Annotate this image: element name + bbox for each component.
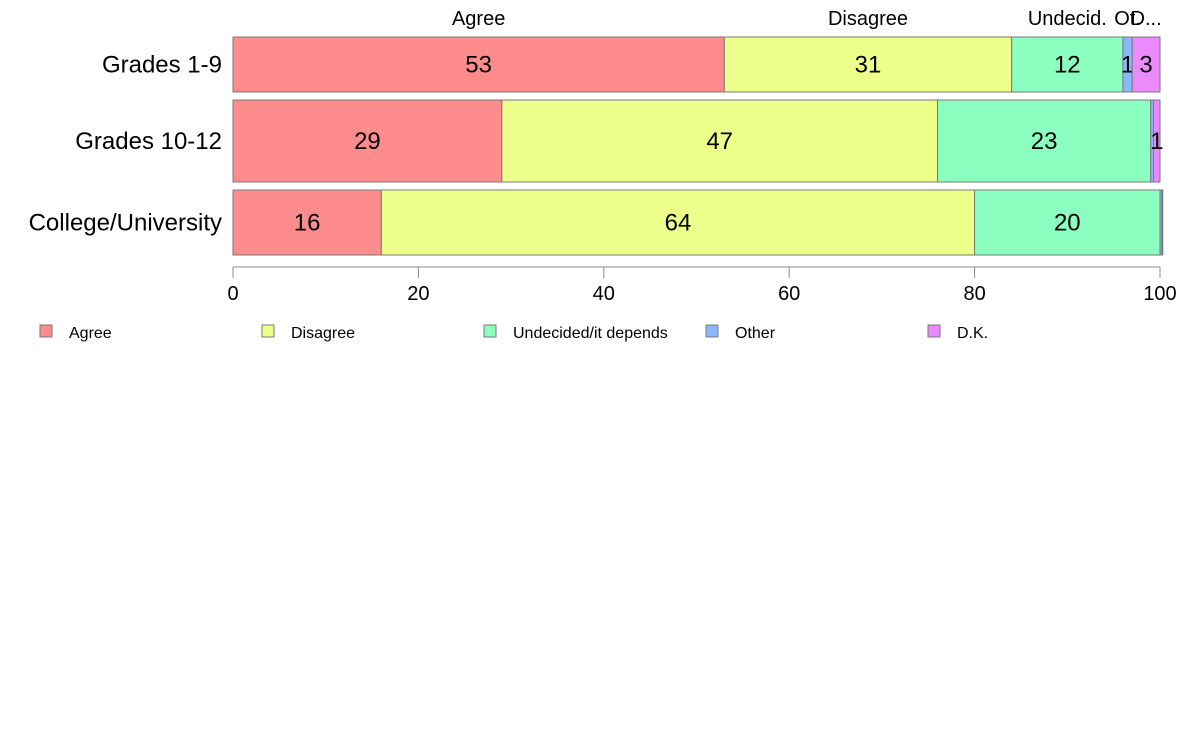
bar-grades-1-9-disagree xyxy=(723,36,1013,93)
data-label-grades-1-9-agree: 53 xyxy=(465,52,492,79)
bar-grades-1-9-d-k xyxy=(1131,36,1161,93)
legend-swatch-disagree xyxy=(261,324,275,338)
top-label-agree: Agree xyxy=(452,8,505,30)
bar-college-university-d-k xyxy=(1161,189,1164,256)
category-label-grades-1-9: Grades 1-9 xyxy=(102,52,222,79)
data-label-grades-10-12-undecided-it-depends: 23 xyxy=(1031,128,1058,155)
data-label-grades-1-9-other: 1 xyxy=(1121,52,1134,79)
bar-grades-10-12-undecided-it-depends xyxy=(937,99,1152,183)
bar-college-university-agree xyxy=(232,189,382,256)
category-label-grades-10-12: Grades 10-12 xyxy=(75,128,222,155)
data-label-grades-1-9-d-k: 3 xyxy=(1139,52,1152,79)
data-label-grades-1-9-undecided-it-depends: 12 xyxy=(1054,52,1081,79)
legend-swatch-agree xyxy=(39,324,53,338)
x-tick-label-80: 80 xyxy=(963,283,985,305)
legend-label-disagree: Disagree xyxy=(291,325,355,342)
legend-label-undecided-it-depends: Undecided/it depends xyxy=(513,325,668,342)
bar-grades-1-9-agree xyxy=(232,36,725,93)
bar-grades-10-12-d-k xyxy=(1153,99,1161,183)
x-tick-label-100: 100 xyxy=(1143,283,1176,305)
data-label-grades-10-12-agree: 29 xyxy=(354,128,381,155)
bar-grades-10-12-disagree xyxy=(501,99,939,183)
data-label-grades-10-12-d-k: 1 xyxy=(1150,128,1163,155)
legend-swatch-other xyxy=(705,324,719,338)
top-label-d-k: D... xyxy=(1131,8,1162,30)
data-label-college-university-agree: 16 xyxy=(294,210,321,237)
top-label-other: Ot. xyxy=(1114,8,1141,30)
legend-label-agree: Agree xyxy=(69,325,112,342)
legend-label-other: Other xyxy=(735,325,776,342)
bar-grades-1-9-undecided-it-depends xyxy=(1011,36,1124,93)
bar-college-university-undecided-it-depends xyxy=(974,189,1161,256)
legend-swatch-undecided-it-depends xyxy=(483,324,497,338)
x-tick-label-0: 0 xyxy=(227,283,238,305)
data-label-college-university-undecided-it-depends: 20 xyxy=(1054,210,1081,237)
legend-label-d-k: D.K. xyxy=(957,325,988,342)
x-tick-label-20: 20 xyxy=(407,283,429,305)
data-label-college-university-disagree: 64 xyxy=(665,210,692,237)
category-label-college-university: College/University xyxy=(29,210,222,237)
x-tick-label-40: 40 xyxy=(593,283,615,305)
data-label-grades-1-9-disagree: 31 xyxy=(855,52,882,79)
bar-grades-10-12-agree xyxy=(232,99,503,183)
top-label-undecided-it-depends: Undecid. xyxy=(1028,8,1107,30)
data-label-grades-10-12-disagree: 47 xyxy=(706,128,733,155)
top-label-disagree: Disagree xyxy=(828,8,908,30)
legend-swatch-d-k xyxy=(927,324,941,338)
x-tick-label-60: 60 xyxy=(778,283,800,305)
